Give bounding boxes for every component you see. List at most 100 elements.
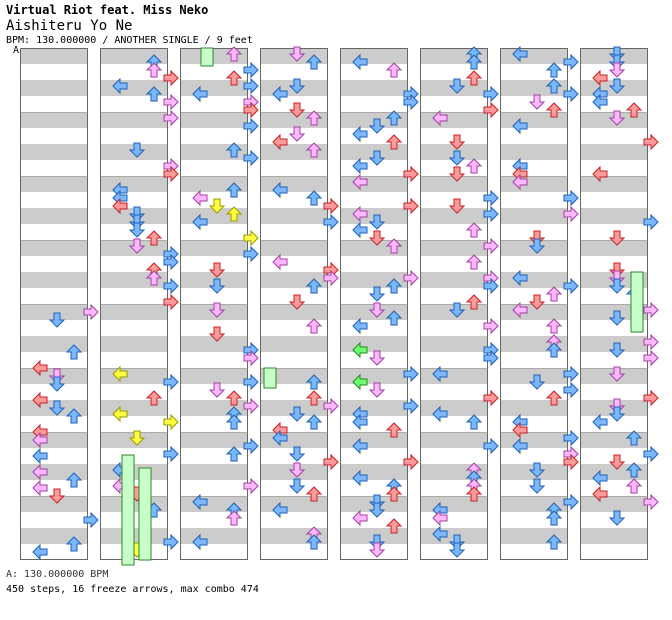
down-arrow-icon (208, 198, 226, 214)
right-arrow-icon (163, 445, 179, 463)
left-arrow-icon (32, 463, 48, 481)
beat-stripe (340, 432, 408, 448)
down-arrow-icon (288, 126, 306, 142)
beat-stripe (260, 240, 328, 256)
beat-stripe (180, 80, 248, 96)
beat-stripe (20, 48, 88, 64)
up-arrow-icon (305, 374, 323, 390)
right-arrow-icon (243, 149, 259, 167)
left-arrow-icon (352, 221, 368, 239)
right-arrow-icon (563, 189, 579, 207)
left-arrow-icon (512, 45, 528, 63)
left-arrow-icon (352, 317, 368, 335)
up-arrow-icon (305, 110, 323, 126)
left-arrow-icon (352, 157, 368, 175)
right-arrow-icon (643, 333, 659, 351)
left-arrow-icon (192, 85, 208, 103)
right-arrow-icon (483, 389, 499, 407)
up-arrow-icon (465, 254, 483, 270)
up-arrow-icon (545, 534, 563, 550)
up-arrow-icon (385, 518, 403, 534)
left-arrow-icon (272, 501, 288, 519)
right-arrow-icon (83, 303, 99, 321)
right-arrow-icon (163, 93, 179, 111)
left-arrow-icon (352, 173, 368, 191)
up-arrow-icon (625, 478, 643, 494)
down-arrow-icon (528, 294, 546, 310)
right-arrow-icon (243, 61, 259, 79)
down-arrow-icon (288, 462, 306, 478)
up-arrow-icon (385, 62, 403, 78)
down-arrow-icon (368, 382, 386, 398)
beat-stripe (420, 400, 488, 416)
left-arrow-icon (352, 125, 368, 143)
freeze-arrow (630, 271, 644, 333)
right-arrow-icon (563, 53, 579, 71)
up-arrow-icon (145, 62, 163, 78)
left-arrow-icon (432, 525, 448, 543)
right-arrow-icon (563, 277, 579, 295)
beat-stripe (340, 80, 408, 96)
down-arrow-icon (128, 222, 146, 238)
down-arrow-icon (48, 376, 66, 392)
up-arrow-icon (385, 422, 403, 438)
down-arrow-icon (448, 302, 466, 318)
down-arrow-icon (608, 342, 626, 358)
left-arrow-icon (32, 447, 48, 465)
beat-stripe (340, 336, 408, 352)
left-arrow-icon (592, 69, 608, 87)
up-arrow-icon (225, 70, 243, 86)
down-arrow-icon (528, 478, 546, 494)
left-arrow-icon (32, 431, 48, 449)
up-arrow-icon (225, 414, 243, 430)
up-arrow-icon (545, 390, 563, 406)
left-arrow-icon (272, 181, 288, 199)
down-arrow-icon (368, 502, 386, 518)
up-arrow-icon (465, 70, 483, 86)
beat-stripe (20, 176, 88, 192)
up-arrow-icon (545, 62, 563, 78)
chart-info: BPM: 130.000000 / ANOTHER SINGLE / 9 fee… (6, 35, 253, 46)
beat-stripe (20, 208, 88, 224)
beat-stripe (420, 496, 488, 512)
freeze-arrow (121, 454, 135, 566)
beat-stripe (20, 432, 88, 448)
left-arrow-icon (592, 413, 608, 431)
right-arrow-icon (323, 453, 339, 471)
beat-stripe (180, 368, 248, 384)
bpm-summary: A: 130.000000 BPM (6, 569, 109, 580)
up-arrow-icon (145, 230, 163, 246)
right-arrow-icon (243, 245, 259, 263)
down-arrow-icon (208, 326, 226, 342)
right-arrow-icon (643, 445, 659, 463)
beat-stripe (100, 400, 168, 416)
up-arrow-icon (305, 142, 323, 158)
beat-stripe (420, 432, 488, 448)
beat-stripe (260, 496, 328, 512)
bpm-section-marker: A (13, 45, 20, 56)
up-arrow-icon (385, 486, 403, 502)
up-arrow-icon (385, 110, 403, 126)
right-arrow-icon (643, 389, 659, 407)
down-arrow-icon (608, 310, 626, 326)
beat-stripe (580, 176, 648, 192)
up-arrow-icon (545, 342, 563, 358)
down-arrow-icon (288, 102, 306, 118)
right-arrow-icon (403, 365, 419, 383)
right-arrow-icon (643, 493, 659, 511)
right-arrow-icon (243, 437, 259, 455)
beat-stripe (180, 112, 248, 128)
down-arrow-icon (288, 78, 306, 94)
up-arrow-icon (305, 318, 323, 334)
beat-stripe (260, 432, 328, 448)
beat-stripe (420, 368, 488, 384)
down-arrow-icon (208, 262, 226, 278)
down-arrow-icon (448, 542, 466, 558)
right-arrow-icon (483, 437, 499, 455)
beat-stripe (500, 144, 568, 160)
beat-stripe (100, 176, 168, 192)
down-arrow-icon (368, 214, 386, 230)
up-arrow-icon (145, 390, 163, 406)
left-arrow-icon (432, 509, 448, 527)
step-stats: 450 steps, 16 freeze arrows, max combo 4… (6, 584, 259, 595)
